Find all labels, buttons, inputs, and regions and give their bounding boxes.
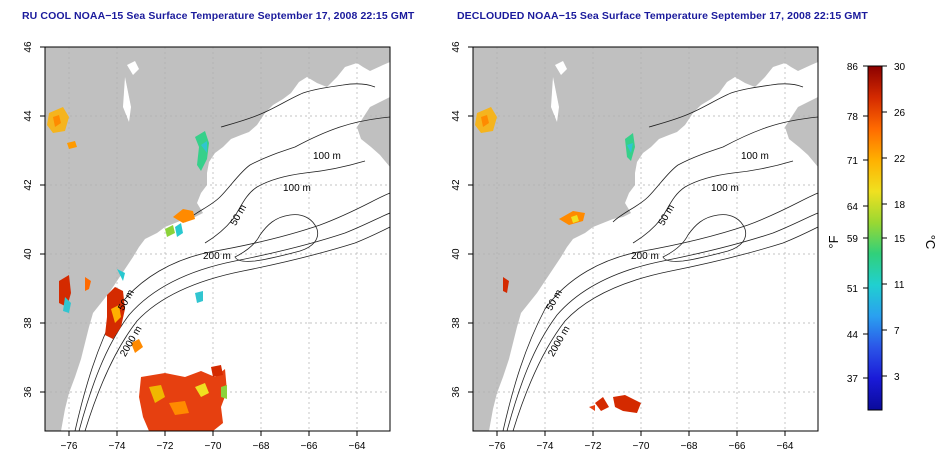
- left-plot-frame: [44, 46, 391, 432]
- left-y-tick-4: 40: [23, 248, 34, 260]
- right-plot-frame: [472, 46, 819, 432]
- colorbar-f-tick-5: 59: [847, 234, 859, 245]
- colorbar-f-tick-2: 78: [847, 112, 859, 123]
- left-lake-2: [123, 77, 131, 122]
- right-x-tick-4: −70: [633, 441, 650, 452]
- colorbar-c-tick-4: 18: [894, 200, 906, 211]
- left-x-tick-2: −74: [109, 441, 126, 452]
- right-lake-2: [551, 77, 559, 122]
- left-x-tick-4: −70: [205, 441, 222, 452]
- left-x-tick-7: −64: [349, 441, 366, 452]
- colorbar-f-tick-8: 37: [847, 374, 859, 385]
- colorbar-c-tick-3: 22: [894, 154, 906, 165]
- colorbar-c-tick-2: 26: [894, 108, 906, 119]
- right-lake: [555, 61, 567, 75]
- right-y-tick-3: 42: [451, 179, 462, 191]
- colorbar-c-tick-8: 3: [894, 372, 900, 383]
- right-y-tick-6: 36: [451, 386, 462, 398]
- colorbar-f-tick-4: 64: [847, 202, 859, 213]
- colorbar-c-tick-1: 30: [894, 62, 906, 73]
- right-x-tick-5: −68: [681, 441, 698, 452]
- left-x-tick-1: −76: [61, 441, 78, 452]
- colorbar-f-tick-7: 44: [847, 330, 859, 341]
- left-sst-patches: [47, 107, 227, 431]
- colorbar-f-tick-1: 86: [847, 62, 859, 73]
- left-y-tick-2: 44: [23, 110, 34, 122]
- right-map-title: DECLOUDED NOAA−15 Sea Surface Temperatur…: [457, 10, 868, 22]
- colorbar-ticks: [863, 65, 887, 379]
- colorbar-fahrenheit-unit: °F: [826, 235, 841, 248]
- right-map-panel: 100 m 100 m 50 m 200 m 50 m 2000 m −76 −…: [451, 41, 819, 452]
- right-contour-label-4: 200 m: [631, 251, 659, 262]
- left-y-tick-1: 46: [23, 41, 34, 53]
- right-y-tick-1: 46: [451, 41, 462, 53]
- right-x-tick-1: −76: [489, 441, 506, 452]
- left-x-tick-6: −66: [301, 441, 318, 452]
- left-x-tick-3: −72: [157, 441, 174, 452]
- right-y-tick-2: 44: [451, 110, 462, 122]
- colorbar-f-tick-6: 51: [847, 284, 859, 295]
- left-y-tick-3: 42: [23, 179, 34, 191]
- right-sst-patches: [475, 107, 641, 413]
- left-lake: [127, 61, 139, 75]
- left-map-panel: 100 m 100 m 50 m 200 m 50 m 2000 m −76 −…: [23, 41, 391, 452]
- right-axis-ticks: [468, 46, 786, 436]
- right-x-tick-6: −66: [729, 441, 746, 452]
- right-x-tick-7: −64: [777, 441, 794, 452]
- right-contour-label-2: 100 m: [711, 183, 739, 194]
- right-x-tick-2: −74: [537, 441, 554, 452]
- colorbar-f-tick-3: 71: [847, 156, 859, 167]
- left-map-title: RU COOL NOAA−15 Sea Surface Temperature …: [22, 10, 415, 22]
- right-x-tick-3: −72: [585, 441, 602, 452]
- colorbar-c-tick-6: 11: [894, 280, 905, 291]
- colorbar-bar: [867, 65, 883, 411]
- right-y-tick-4: 40: [451, 248, 462, 260]
- right-y-tick-5: 38: [451, 317, 462, 329]
- left-contour-label-2: 100 m: [283, 183, 311, 194]
- left-contour-label-1: 100 m: [313, 151, 341, 162]
- left-contour-label-4: 200 m: [203, 251, 231, 262]
- colorbar-c-tick-7: 7: [894, 326, 900, 337]
- left-y-tick-5: 38: [23, 317, 34, 329]
- left-x-tick-5: −68: [253, 441, 270, 452]
- colorbar-celsius-unit: °C: [923, 235, 938, 250]
- colorbar: 86 78 71 64 59 51 44 37 30 26 22 18 15 1…: [826, 62, 938, 411]
- left-y-tick-6: 36: [23, 386, 34, 398]
- colorbar-c-tick-5: 15: [894, 234, 906, 245]
- left-axis-ticks: [40, 46, 358, 436]
- right-contour-label-1: 100 m: [741, 151, 769, 162]
